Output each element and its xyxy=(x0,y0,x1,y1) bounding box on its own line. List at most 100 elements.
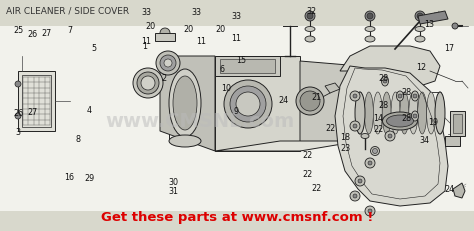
Text: 33: 33 xyxy=(141,8,151,17)
Circle shape xyxy=(355,176,365,186)
Circle shape xyxy=(15,113,21,119)
Ellipse shape xyxy=(173,77,197,131)
Ellipse shape xyxy=(427,93,436,134)
Ellipse shape xyxy=(411,112,419,122)
Ellipse shape xyxy=(383,112,418,131)
Text: 24: 24 xyxy=(278,95,289,104)
Ellipse shape xyxy=(436,93,445,134)
Circle shape xyxy=(353,194,357,198)
Polygon shape xyxy=(325,84,340,94)
Text: 11: 11 xyxy=(231,34,241,43)
Ellipse shape xyxy=(365,93,374,134)
Polygon shape xyxy=(445,137,460,146)
Circle shape xyxy=(358,179,362,183)
Text: 13: 13 xyxy=(424,20,434,29)
Text: 27: 27 xyxy=(41,29,52,38)
Ellipse shape xyxy=(415,37,425,43)
Circle shape xyxy=(388,134,392,138)
Ellipse shape xyxy=(365,37,375,43)
Polygon shape xyxy=(453,183,465,198)
Text: 3: 3 xyxy=(16,127,20,136)
Ellipse shape xyxy=(382,77,389,87)
Circle shape xyxy=(417,14,423,20)
Polygon shape xyxy=(215,57,280,77)
Text: 28: 28 xyxy=(378,101,388,109)
Text: 28: 28 xyxy=(401,88,412,97)
Polygon shape xyxy=(340,47,440,87)
Ellipse shape xyxy=(164,60,172,68)
Polygon shape xyxy=(418,12,448,25)
Text: 6: 6 xyxy=(219,65,224,74)
Ellipse shape xyxy=(400,93,409,134)
Text: 15: 15 xyxy=(236,56,246,64)
Text: 26: 26 xyxy=(27,30,37,39)
Text: 23: 23 xyxy=(340,143,350,152)
Polygon shape xyxy=(453,115,462,134)
Circle shape xyxy=(353,125,357,128)
Circle shape xyxy=(413,94,417,99)
Text: Get these parts at www.cmsnf.com !: Get these parts at www.cmsnf.com ! xyxy=(101,210,373,223)
Circle shape xyxy=(452,24,458,30)
Polygon shape xyxy=(155,34,175,42)
Text: 28: 28 xyxy=(378,74,388,83)
Circle shape xyxy=(15,82,21,88)
Ellipse shape xyxy=(373,149,377,154)
Ellipse shape xyxy=(137,73,159,94)
Text: 22: 22 xyxy=(326,124,336,133)
Polygon shape xyxy=(215,57,300,151)
Text: 32: 32 xyxy=(307,7,317,16)
Ellipse shape xyxy=(409,93,418,134)
Circle shape xyxy=(350,92,360,102)
Circle shape xyxy=(398,94,402,99)
Ellipse shape xyxy=(396,92,403,102)
Text: 33: 33 xyxy=(191,8,202,17)
Polygon shape xyxy=(215,141,360,151)
Ellipse shape xyxy=(156,52,180,76)
Polygon shape xyxy=(450,112,465,137)
Ellipse shape xyxy=(361,134,369,139)
Ellipse shape xyxy=(435,93,445,134)
Circle shape xyxy=(368,161,372,165)
Ellipse shape xyxy=(224,81,272,128)
Text: 2: 2 xyxy=(161,74,166,83)
Ellipse shape xyxy=(230,87,266,122)
Ellipse shape xyxy=(355,93,365,134)
Text: 16: 16 xyxy=(64,172,74,181)
Circle shape xyxy=(353,94,357,99)
Ellipse shape xyxy=(411,92,419,102)
Ellipse shape xyxy=(141,77,155,91)
Text: 22: 22 xyxy=(311,183,322,192)
Text: 17: 17 xyxy=(444,44,455,53)
Ellipse shape xyxy=(391,93,400,134)
Text: 27: 27 xyxy=(27,108,37,116)
Text: 33: 33 xyxy=(231,12,241,21)
Text: 34: 34 xyxy=(419,135,429,144)
Text: 29: 29 xyxy=(84,173,94,182)
Text: 12: 12 xyxy=(416,63,426,71)
Circle shape xyxy=(160,29,170,39)
Polygon shape xyxy=(300,62,360,146)
Ellipse shape xyxy=(160,56,176,72)
Ellipse shape xyxy=(305,37,315,43)
Text: 11: 11 xyxy=(196,37,207,46)
Ellipse shape xyxy=(365,27,375,32)
Text: 25: 25 xyxy=(14,26,24,34)
Text: 22: 22 xyxy=(373,125,383,134)
Ellipse shape xyxy=(415,27,425,32)
Circle shape xyxy=(383,80,387,84)
Text: www.CMSNL.com: www.CMSNL.com xyxy=(105,112,295,131)
Circle shape xyxy=(305,12,315,22)
Circle shape xyxy=(365,12,375,22)
Ellipse shape xyxy=(418,93,427,134)
Text: 5: 5 xyxy=(91,44,96,53)
Text: 1: 1 xyxy=(142,42,147,51)
Ellipse shape xyxy=(374,93,382,134)
Circle shape xyxy=(350,122,360,131)
Text: 20: 20 xyxy=(146,22,156,31)
Text: 24: 24 xyxy=(444,184,455,193)
Circle shape xyxy=(368,209,372,213)
Text: 28: 28 xyxy=(401,113,412,122)
Text: 18: 18 xyxy=(340,132,350,141)
Text: AIR CLEANER / SIDE COVER: AIR CLEANER / SIDE COVER xyxy=(6,6,129,15)
Circle shape xyxy=(365,206,375,216)
